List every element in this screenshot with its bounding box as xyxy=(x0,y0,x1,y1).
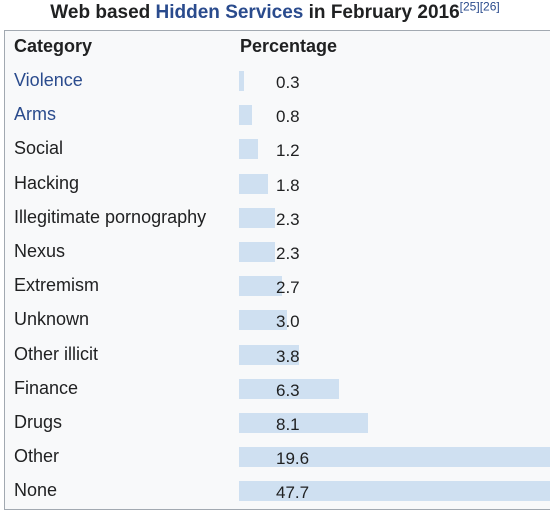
percentage-value: 2.3 xyxy=(276,244,300,263)
percentage-value: 8.1 xyxy=(276,415,300,434)
category-label: Drugs xyxy=(14,412,63,432)
percentage-bar xyxy=(239,276,282,297)
percentage-bar xyxy=(239,139,259,160)
percentage-bar xyxy=(239,310,287,331)
reference-links[interactable]: [25][26] xyxy=(459,0,500,14)
percentage-bar xyxy=(239,413,368,433)
percentage-header: Percentage xyxy=(240,36,338,56)
percentage-value: 3.0 xyxy=(276,312,300,332)
percentage-value: 1.2 xyxy=(276,141,300,161)
category-label: Nexus xyxy=(14,241,66,261)
category-label[interactable]: Arms xyxy=(14,104,56,125)
percentage-value: 6.3 xyxy=(276,380,300,400)
category-label: Finance xyxy=(14,377,79,398)
category-label: Illegitimate pornography xyxy=(14,206,207,227)
table-caption: Web based Hidden Services in February 20… xyxy=(0,0,550,28)
percentage-bar xyxy=(239,207,276,228)
percentage-value: 1.8 xyxy=(276,175,300,195)
percentage-value: 47.7 xyxy=(276,483,310,503)
percentage-value: 19.6 xyxy=(276,449,310,469)
category-label: Hacking xyxy=(14,172,80,193)
percentage-bar xyxy=(239,105,252,126)
percentage-bar xyxy=(239,242,276,262)
percentage-bar xyxy=(239,378,339,399)
category-label[interactable]: Violence xyxy=(14,70,83,90)
percentage-value: 3.8 xyxy=(276,346,300,366)
category-label: Social xyxy=(14,138,64,159)
category-label: Extremism xyxy=(14,275,99,296)
percentage-value: 2.7 xyxy=(276,278,300,298)
caption-suffix: in February 2016 xyxy=(303,2,460,23)
category-label: Other illicit xyxy=(14,343,99,364)
percentage-value: 0.3 xyxy=(276,73,300,92)
percentage-value: 2.3 xyxy=(276,209,300,229)
percentage-value: 0.8 xyxy=(276,107,300,127)
percentage-bar xyxy=(239,173,268,194)
caption-prefix: Web based xyxy=(50,2,156,23)
category-label: None xyxy=(14,480,58,501)
percentage-bar xyxy=(239,447,550,468)
category-header: Category xyxy=(14,36,93,56)
hidden-services-link[interactable]: Hidden Services xyxy=(155,2,304,23)
percentage-bar xyxy=(239,344,300,365)
category-label: Unknown xyxy=(14,309,90,330)
category-label: Other xyxy=(14,446,60,467)
percentage-bar xyxy=(239,481,550,502)
percentage-bar xyxy=(239,71,244,91)
